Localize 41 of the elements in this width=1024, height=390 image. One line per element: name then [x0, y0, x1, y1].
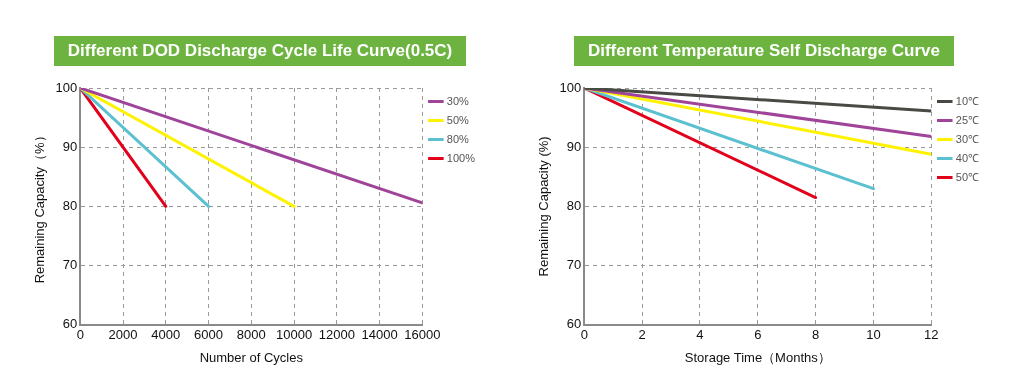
x-tick-label: 16000	[404, 327, 441, 343]
x-tick-label: 6000	[194, 327, 224, 343]
x-tick-label: 12	[924, 327, 939, 343]
legend-label: 30℃	[955, 132, 980, 145]
y-tick-label: 100	[55, 79, 78, 95]
legend-label: 100%	[446, 151, 476, 164]
x-axis-title: Number of Cycles	[199, 349, 304, 365]
y-tick-label: 90	[62, 138, 78, 154]
x-tick-label: 4	[696, 327, 704, 343]
y-axis-title: Remaining Capacity (%)	[536, 136, 552, 277]
chart-title: Different Temperature Self Discharge Curve	[573, 36, 955, 66]
legend-label: 50%	[446, 113, 470, 126]
x-tick-label: 0	[580, 327, 588, 343]
x-tick-label: 10000	[276, 327, 313, 343]
x-tick-label: 10	[866, 327, 881, 343]
y-tick-label: 70	[62, 257, 78, 273]
x-tick-label: 8000	[236, 327, 266, 343]
x-tick-label: 4000	[151, 327, 181, 343]
legend-label: 40℃	[955, 151, 980, 164]
y-tick-label: 60	[566, 316, 582, 332]
legend-label: 80%	[446, 132, 470, 145]
x-tick-label: 2000	[108, 327, 138, 343]
x-tick-label: 14000	[361, 327, 398, 343]
x-tick-label: 12000	[318, 327, 355, 343]
x-tick-label: 0	[76, 327, 84, 343]
y-axis-title: Remaining Capacity（%）	[32, 129, 48, 284]
y-tick-label: 60	[62, 316, 78, 332]
x-tick-label: 6	[754, 327, 762, 343]
y-tick-label: 80	[62, 197, 78, 213]
x-tick-label: 8	[811, 327, 820, 343]
legend-label: 10℃	[955, 94, 980, 107]
chart-title: Different DOD Discharge Cycle Life Curve(0.5C)	[53, 36, 467, 66]
y-tick-label: 90	[566, 138, 582, 154]
x-tick-label: 2	[638, 327, 646, 343]
legend-label: 50℃	[955, 170, 980, 183]
y-tick-label: 80	[566, 197, 582, 213]
y-tick-label: 100	[559, 79, 582, 95]
legend-label: 30%	[446, 94, 470, 107]
y-tick-label: 70	[566, 257, 582, 273]
x-axis-title: Storage Time（Months）	[684, 349, 831, 365]
legend-label: 25℃	[955, 113, 980, 126]
